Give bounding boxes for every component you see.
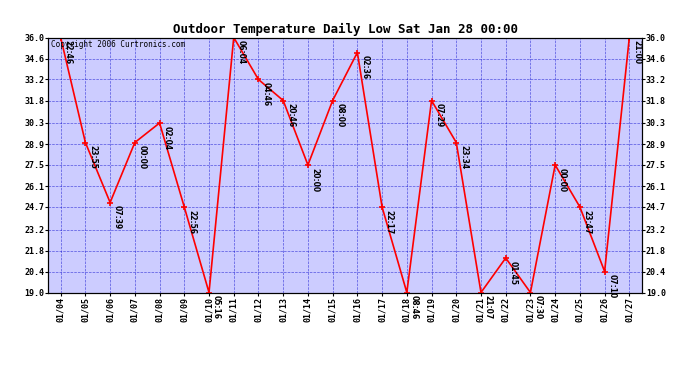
Text: 01:45: 01:45 bbox=[509, 261, 518, 285]
Text: 07:39: 07:39 bbox=[113, 205, 122, 230]
Text: 07:30: 07:30 bbox=[533, 295, 542, 320]
Text: 22:46: 22:46 bbox=[63, 40, 72, 64]
Text: 22:56: 22:56 bbox=[187, 210, 196, 234]
Text: 21:07: 21:07 bbox=[484, 295, 493, 320]
Text: 02:04: 02:04 bbox=[162, 126, 171, 150]
Text: 23:34: 23:34 bbox=[459, 145, 468, 170]
Text: 21:00: 21:00 bbox=[632, 40, 641, 64]
Text: 00:00: 00:00 bbox=[558, 168, 567, 192]
Text: 07:29: 07:29 bbox=[434, 103, 443, 128]
Text: 23:55: 23:55 bbox=[88, 145, 97, 169]
Text: Copyright 2006 Curtronics.com: Copyright 2006 Curtronics.com bbox=[51, 40, 186, 49]
Text: 22:17: 22:17 bbox=[385, 210, 394, 234]
Text: 20:46: 20:46 bbox=[286, 103, 295, 128]
Text: 07:10: 07:10 bbox=[607, 274, 616, 298]
Text: 06:04: 06:04 bbox=[237, 40, 246, 64]
Text: 08:46: 08:46 bbox=[410, 295, 419, 320]
Text: 20:00: 20:00 bbox=[310, 168, 319, 192]
Text: 23:47: 23:47 bbox=[582, 210, 591, 234]
Text: 02:36: 02:36 bbox=[360, 55, 369, 80]
Text: 04:46: 04:46 bbox=[262, 82, 270, 106]
Text: 00:00: 00:00 bbox=[137, 145, 146, 170]
Text: 05:16: 05:16 bbox=[212, 295, 221, 319]
Text: 08:00: 08:00 bbox=[335, 103, 344, 128]
Title: Outdoor Temperature Daily Low Sat Jan 28 00:00: Outdoor Temperature Daily Low Sat Jan 28… bbox=[172, 23, 518, 36]
